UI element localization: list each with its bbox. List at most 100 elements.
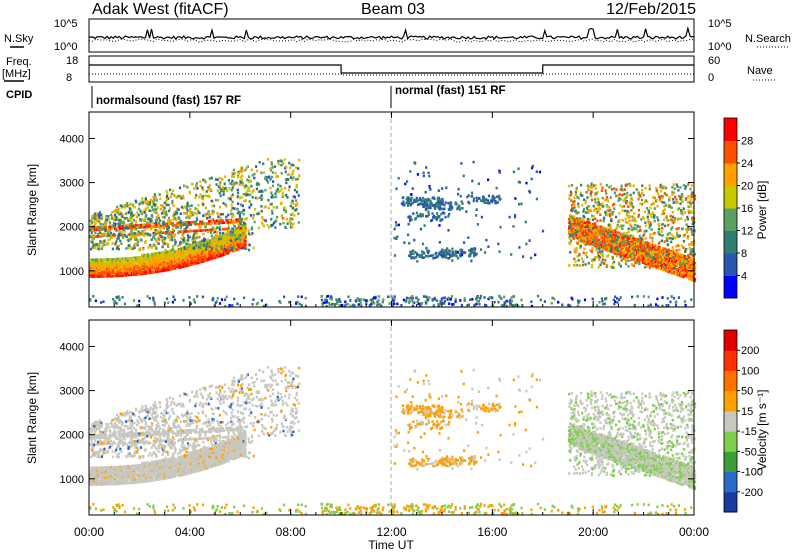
power-cell <box>611 243 614 247</box>
power-cell <box>294 203 297 206</box>
power-cell <box>167 243 170 246</box>
power-cell <box>577 219 580 222</box>
power-cell <box>605 232 608 235</box>
power-cell <box>426 198 429 201</box>
power-cell <box>155 255 159 258</box>
power-cell <box>192 213 195 216</box>
power-cell <box>171 228 174 231</box>
power-cell <box>425 246 428 250</box>
power-cell <box>668 198 671 202</box>
power-cell <box>216 254 219 257</box>
power-cell <box>155 258 159 262</box>
power-cell <box>111 269 114 273</box>
power-cell <box>648 244 651 247</box>
power-cell <box>224 252 227 256</box>
power-cell <box>172 254 176 257</box>
power-cell <box>414 218 417 221</box>
power-cell <box>170 256 173 259</box>
power-cell <box>126 223 129 227</box>
power-cell <box>106 266 109 270</box>
power-cell <box>213 227 216 230</box>
power-cell <box>216 255 219 259</box>
power-cell <box>108 221 111 224</box>
power-cell <box>106 258 109 261</box>
power-cell <box>244 224 247 228</box>
power-cell <box>579 220 582 223</box>
power-cell <box>163 259 167 262</box>
power-cell <box>185 247 188 251</box>
power-cell <box>234 242 237 245</box>
power-cell <box>200 240 203 244</box>
power-cell <box>296 202 299 205</box>
power-cell <box>230 195 233 198</box>
power-cell <box>513 215 517 219</box>
power-cell <box>117 247 120 251</box>
power-cell <box>595 207 598 211</box>
power-cell <box>195 229 198 233</box>
power-cell <box>183 260 186 263</box>
power-cell <box>580 257 584 260</box>
power-cell <box>646 252 649 255</box>
power-cell <box>179 265 182 269</box>
power-cell <box>234 237 237 240</box>
power-cell <box>611 231 614 234</box>
power-cell <box>666 218 669 222</box>
power-cell <box>685 247 688 251</box>
power-cell <box>152 195 155 199</box>
power-cell <box>679 265 682 269</box>
power-cell <box>645 261 648 264</box>
power-cell <box>609 236 613 239</box>
power-cell <box>187 236 190 239</box>
power-cell <box>640 253 643 257</box>
power-cell <box>587 240 590 244</box>
power-cell <box>175 196 178 199</box>
power-cell <box>203 179 207 182</box>
power-cell <box>267 206 270 210</box>
power-cell <box>144 240 147 243</box>
power-cell <box>167 245 170 248</box>
power-cell <box>662 254 665 257</box>
power-cell <box>115 240 118 244</box>
power-cell <box>128 267 131 270</box>
power-cell <box>271 166 274 169</box>
power-cell <box>649 260 652 264</box>
power-cell <box>118 225 121 228</box>
power-cell <box>155 253 159 257</box>
power-cell <box>267 198 270 202</box>
power-cell <box>277 159 280 163</box>
power-cell <box>277 162 280 166</box>
power-cell <box>583 237 586 241</box>
power-cell <box>239 181 242 185</box>
power-cell <box>272 221 276 225</box>
power-cell <box>601 186 604 190</box>
power-cell <box>217 185 220 188</box>
power-cell <box>200 252 203 255</box>
power-cell <box>192 244 195 247</box>
power-cell <box>443 212 446 215</box>
power-cell <box>185 224 188 228</box>
power-cell <box>412 252 415 256</box>
power-cell <box>157 258 160 262</box>
power-cell <box>586 229 589 233</box>
power-cell <box>429 219 433 223</box>
power-cell <box>266 224 269 227</box>
power-cell <box>226 189 229 193</box>
power-cell <box>143 260 146 264</box>
power-cell <box>140 269 143 272</box>
power-cell <box>221 219 224 222</box>
power-cell <box>203 239 206 243</box>
power-cell <box>126 258 129 262</box>
power-cell <box>120 230 123 234</box>
power-cell <box>654 244 657 248</box>
power-cell <box>195 256 198 260</box>
power-cell <box>693 279 697 283</box>
power-cell <box>156 229 159 233</box>
power-cell <box>178 251 181 254</box>
power-cell <box>580 236 583 239</box>
power-cell <box>190 182 194 186</box>
power-cell <box>113 222 116 225</box>
power-cell <box>405 197 408 201</box>
power-cell <box>577 196 580 200</box>
power-cell <box>183 212 186 215</box>
power-cell <box>172 260 176 264</box>
